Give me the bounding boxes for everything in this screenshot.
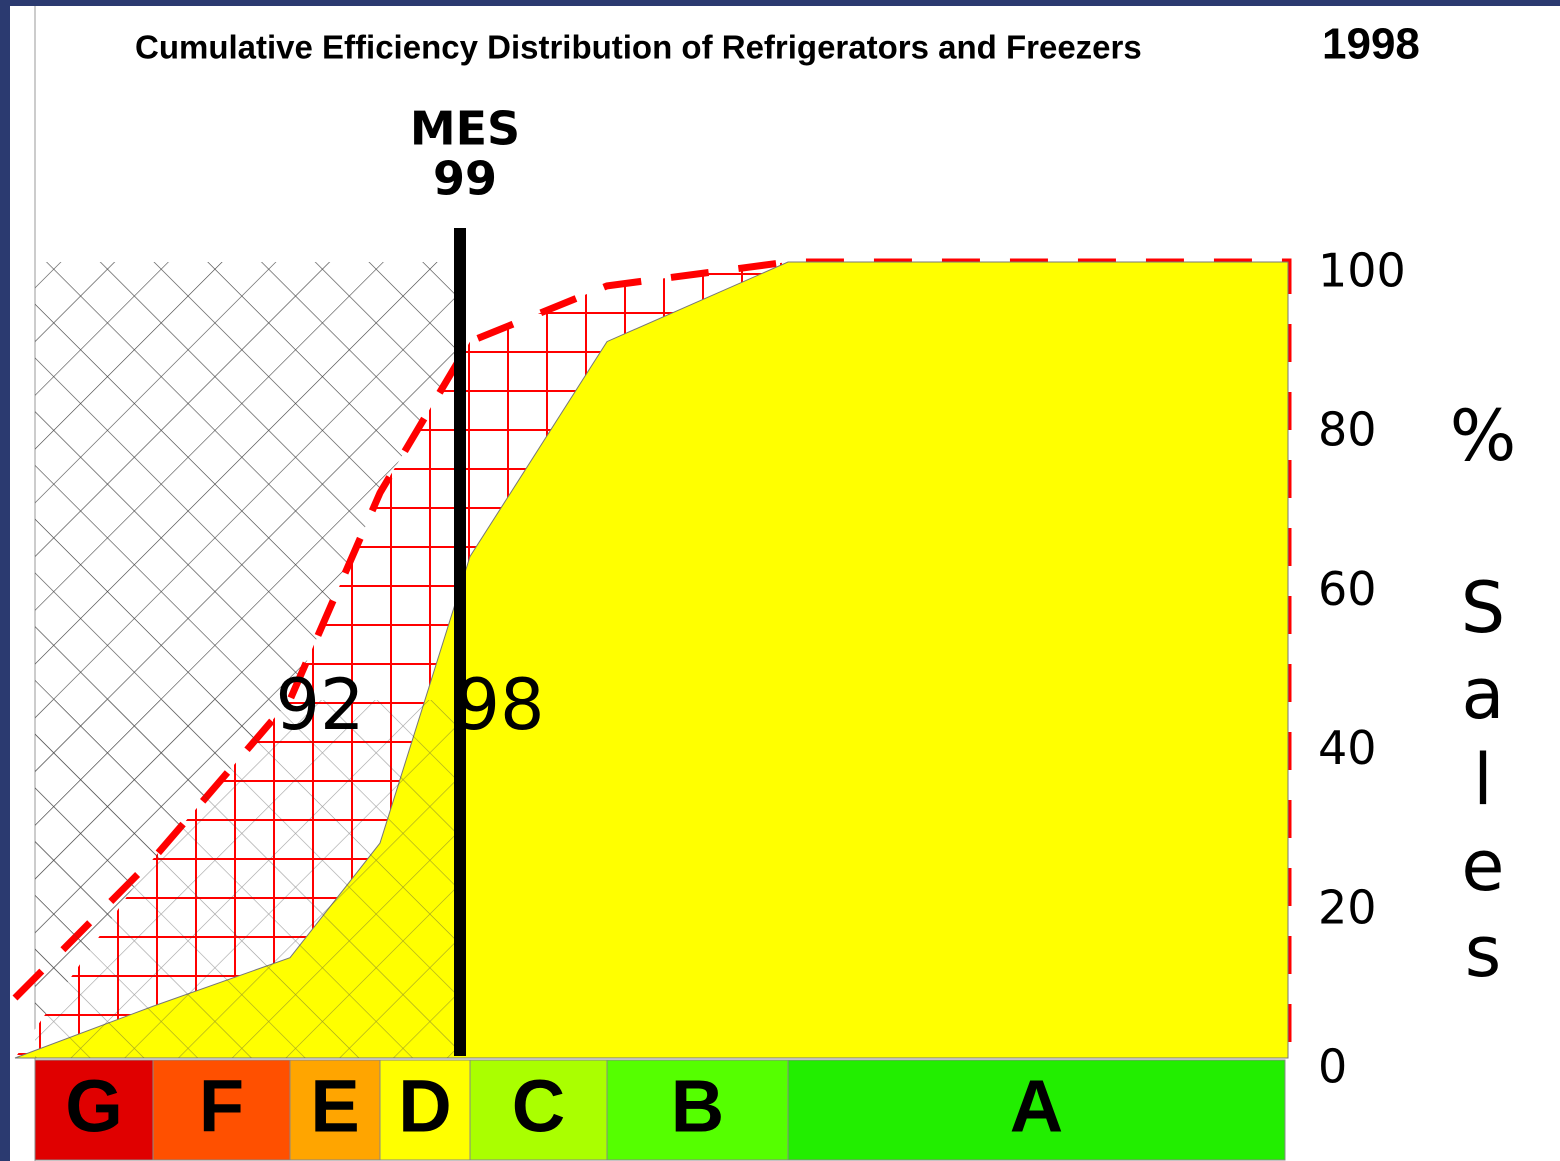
chart-title: Cumulative Efficiency Distribution of Re… <box>135 29 1142 66</box>
y-tick-label: 0 <box>1318 1040 1347 1094</box>
hatch-overlay <box>35 700 460 1058</box>
frame-top <box>0 0 1560 6</box>
y-tick-label: 40 <box>1318 721 1377 775</box>
category-label: D <box>398 1065 451 1148</box>
annotation-title: MES <box>410 102 520 156</box>
y-tick-label: 60 <box>1318 562 1377 616</box>
chart-title-year: 1998 <box>1322 20 1420 69</box>
category-band <box>469 1059 608 1161</box>
category-label: C <box>512 1065 565 1148</box>
category-band <box>787 1059 1286 1161</box>
y-tick-label: 80 <box>1318 403 1377 457</box>
category-label: F <box>199 1065 244 1148</box>
series-label: 92 <box>275 664 364 746</box>
category-band <box>606 1059 789 1161</box>
y-tick-label: 20 <box>1318 880 1377 934</box>
y-tick-label: 100 <box>1318 244 1406 298</box>
category-label: B <box>671 1065 724 1148</box>
y-axis-label: % Sales <box>1442 395 1524 997</box>
category-label: A <box>1010 1065 1063 1148</box>
plot: 92 98 G F E D C B A 0 20 40 60 80 100 <box>12 228 1406 1161</box>
category-label: G <box>65 1065 123 1148</box>
category-label: E <box>310 1065 359 1148</box>
category-band <box>379 1059 471 1161</box>
series-label: 98 <box>455 664 544 746</box>
category-band <box>34 1059 154 1161</box>
frame-left <box>0 0 10 1161</box>
category-band <box>289 1059 381 1161</box>
annotation-value: 99 <box>433 152 497 206</box>
